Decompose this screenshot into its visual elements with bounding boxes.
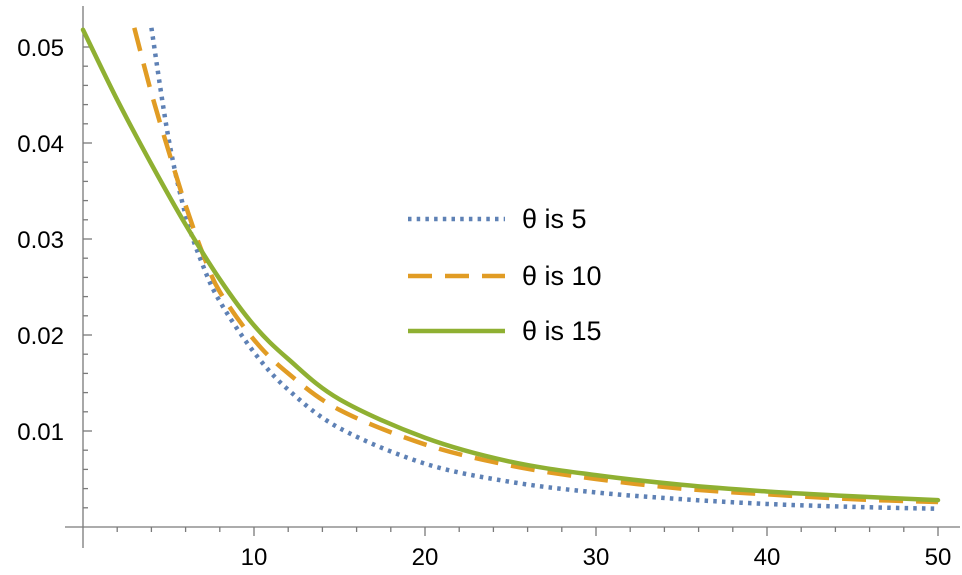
- x-tick-label: 20: [412, 544, 439, 571]
- y-tick-label: 0.02: [17, 323, 64, 350]
- legend: θ is 5 θ is 10 θ is 15: [408, 204, 602, 346]
- x-ticks: 10 20 30 40 50: [116, 527, 952, 571]
- y-ticks: 0.01 0.02 0.03 0.04 0.05: [17, 35, 92, 509]
- legend-label-1: θ is 5: [522, 204, 587, 234]
- y-tick-label: 0.05: [17, 35, 64, 62]
- x-tick-label: 50: [925, 544, 952, 571]
- series-layer: [80, 27, 941, 512]
- x-tick-label: 30: [583, 544, 610, 571]
- y-tick-label: 0.03: [17, 227, 64, 254]
- y-tick-label: 0.04: [17, 131, 64, 158]
- y-tick-label: 0.01: [17, 419, 64, 446]
- x-tick-label: 10: [241, 544, 268, 571]
- legend-label-2: θ is 10: [522, 261, 602, 291]
- series-line-3: [80, 27, 941, 503]
- x-tick-label: 40: [754, 544, 781, 571]
- series-line-2: [132, 27, 939, 505]
- legend-label-3: θ is 15: [522, 316, 602, 346]
